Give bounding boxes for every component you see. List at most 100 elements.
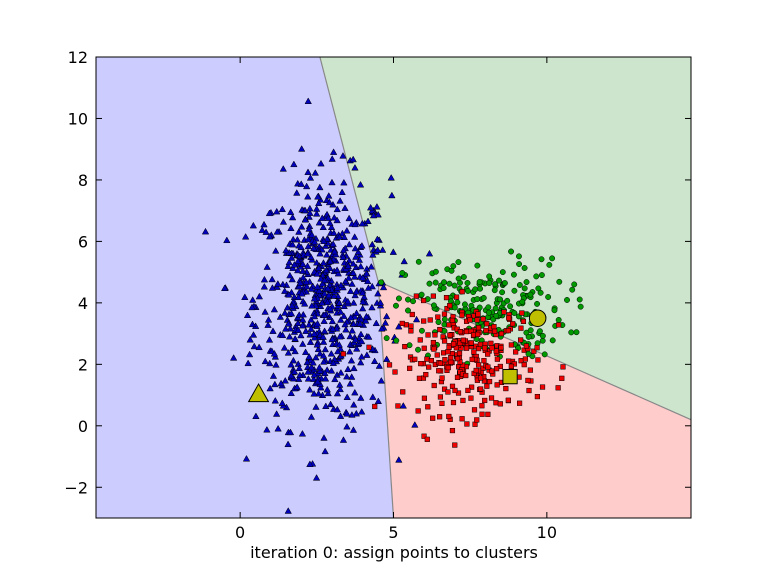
data-point-blue [352,253,360,260]
data-point-blue [362,317,370,324]
data-point-blue [360,293,368,300]
data-point-blue [383,355,391,362]
data-point-red [465,387,471,394]
data-point-blue [266,384,274,392]
data-point-green [491,287,498,294]
data-point-blue [274,424,282,432]
data-point-blue [347,313,355,321]
data-point-blue [378,324,386,332]
data-point-red [519,310,525,316]
data-point-blue [287,309,296,317]
data-point-green [516,253,522,260]
data-point-green [527,327,534,334]
data-point-blue [367,263,375,270]
data-point-blue [338,188,346,195]
data-point-blue [281,309,289,316]
data-point-blue [269,327,277,334]
data-point-green [569,286,576,293]
data-point-red [518,337,524,343]
data-point-green [549,337,556,344]
data-point-blue [369,251,377,258]
data-point-green [393,337,400,344]
data-point-blue [260,275,269,283]
data-point-red [449,317,456,323]
data-point-blue [325,192,333,199]
data-point-green [539,332,546,339]
data-point-blue [294,257,302,265]
data-point-blue [373,235,382,243]
data-point-blue [295,375,303,382]
data-point-red [421,318,427,324]
data-point-red [477,375,484,381]
data-point-blue [263,263,271,270]
data-point-blue [325,291,333,299]
data-point-blue [315,199,323,207]
data-point-red [494,382,500,388]
data-point-blue [351,244,359,252]
data-point-blue [287,389,295,397]
data-point-blue [278,399,286,406]
data-point-red [560,364,566,370]
data-point-red [485,364,491,370]
data-point-green [476,279,483,285]
data-point-blue [260,282,269,290]
data-point-blue [320,276,329,284]
data-point-blue [299,310,307,318]
data-point-blue [370,357,379,364]
data-point-red [534,394,540,400]
data-point-blue [286,271,294,279]
data-point-blue [248,320,257,328]
data-point-blue [274,280,282,287]
data-point-blue [299,267,307,274]
data-point-blue [336,385,344,393]
data-point-blue [325,198,334,206]
data-point-red [469,356,475,363]
data-point-green [534,300,541,307]
data-point-red [425,404,431,410]
data-point-green [432,268,439,275]
y-tick-label: 4 [78,294,88,313]
data-point-blue [328,178,336,186]
data-point-red [485,351,491,357]
data-point-red [459,416,465,422]
data-point-blue [255,292,264,300]
data-point-blue [284,320,293,327]
data-point-blue [341,204,349,211]
data-point-blue [255,343,263,351]
data-point-blue [303,250,312,257]
data-point-green [435,319,442,326]
data-point-green [441,279,447,286]
data-point-blue [375,362,383,369]
data-point-red [516,400,523,406]
data-point-blue [304,375,313,382]
centroid-red [502,368,518,385]
data-point-blue [357,353,366,360]
data-point-blue [308,302,316,309]
data-point-green [508,248,515,255]
data-point-blue [328,335,336,343]
data-point-red [468,395,474,401]
data-point-red [472,421,478,427]
data-point-green [564,297,570,303]
data-point-green [573,329,580,336]
data-point-red [427,317,433,323]
data-point-red [395,403,401,409]
data-point-red [493,400,499,406]
data-point-green [536,328,543,335]
data-point-blue [354,248,362,255]
data-point-blue [311,238,319,245]
data-point-blue [242,454,251,462]
data-point-red [471,407,478,413]
data-point-blue [314,193,322,200]
data-point-red [431,382,437,389]
data-point-blue [246,335,254,343]
data-point-red [448,355,454,361]
data-point-blue [305,321,313,328]
data-point-blue [305,225,313,232]
data-point-blue [320,289,329,297]
data-point-blue [374,246,382,253]
data-point-blue [297,145,306,152]
data-point-blue [350,299,358,306]
data-point-red [476,325,482,331]
data-point-blue [326,400,335,408]
